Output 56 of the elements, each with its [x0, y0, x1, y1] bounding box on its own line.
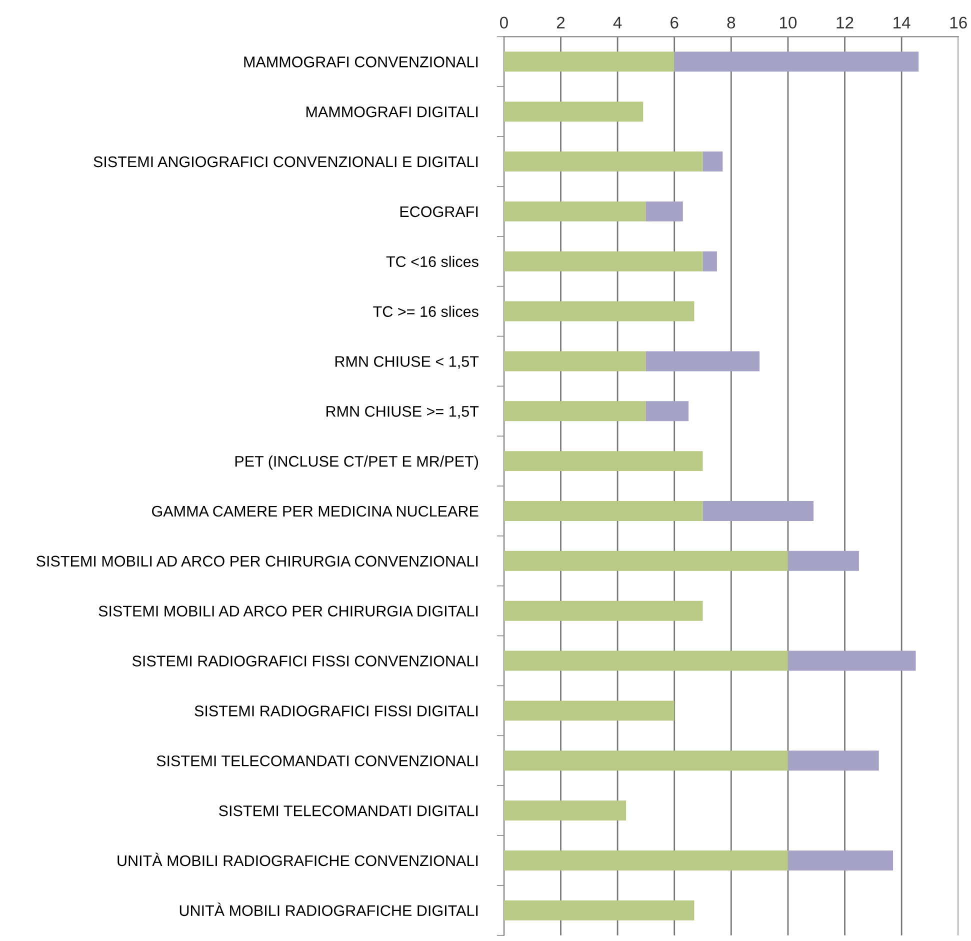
bar	[504, 650, 788, 671]
x-tick-label: 12	[836, 16, 854, 28]
bar	[788, 750, 879, 771]
y-tick-label: RMN CHIUSE >= 1,5T	[326, 406, 479, 419]
bar	[504, 700, 674, 721]
bar	[504, 251, 703, 272]
y-tick-label: MAMMOGRAFI DIGITALI	[306, 106, 478, 118]
bar	[504, 900, 694, 920]
y-tick-label: SISTEMI ANGIOGRAFICI CONVENZIONALI E DIGITALI	[94, 156, 478, 168]
bar	[504, 550, 788, 571]
bar	[504, 850, 788, 870]
x-tick-label: 6	[670, 16, 678, 29]
bar	[504, 401, 646, 422]
bar	[646, 401, 689, 422]
y-tick-label: ECOGRAFI	[400, 206, 478, 218]
bar	[646, 201, 683, 222]
bar	[504, 52, 674, 72]
bar	[504, 351, 646, 372]
x-tick-label: 2	[556, 16, 565, 28]
y-tick-label: SISTEMI RADIOGRAFICI FISSI CONVENZIONALI	[132, 656, 478, 666]
bar	[504, 102, 644, 122]
bar	[504, 600, 703, 621]
bar	[504, 501, 703, 521]
y-tick-label: TC >= 16 slices	[373, 306, 478, 317]
bar	[504, 301, 694, 322]
y-tick-label: MAMMOGRAFI CONVENZIONALI	[244, 56, 478, 68]
y-tick-label: SISTEMI MOBILI AD ARCO PER CHIRURGIA CONVENZIONALI	[36, 556, 478, 567]
bar	[504, 152, 703, 172]
x-tick-label: 10	[780, 16, 797, 29]
y-tick-label: SISTEMI TELECOMANDATI DIGITALI	[219, 805, 478, 816]
bar	[504, 750, 788, 771]
y-tick-label: GAMMA CAMERE PER MEDICINA NUCLEARE	[152, 506, 478, 517]
bar	[788, 550, 859, 571]
y-tick-label: SISTEMI RADIOGRAFICI FISSI DIGITALI	[194, 706, 478, 716]
bar	[702, 501, 814, 521]
y-tick-label: SISTEMI TELECOMANDATI CONVENZIONALI	[156, 755, 478, 766]
bar	[674, 52, 919, 72]
x-tick-label: 14	[894, 16, 910, 28]
x-tick-label: 0	[500, 16, 508, 29]
bar	[702, 251, 717, 272]
y-tick-label: UNITÀ MOBILI RADIOGRAFICHE CONVENZIONALI	[118, 852, 478, 866]
y-tick-label: UNITÀ MOBILI RADIOGRAFICHE DIGITALI	[180, 902, 478, 916]
x-tick-label: 16	[950, 16, 967, 29]
y-tick-label: PET (INCLUSE CT/PET E MR/PET)	[235, 456, 478, 470]
bar	[788, 650, 916, 671]
y-tick-label: TC <16 slices	[386, 256, 478, 268]
bar	[504, 451, 703, 472]
y-tick-label: RMN CHIUSE < 1,5T	[335, 356, 479, 369]
bar	[702, 152, 723, 172]
x-tick-label: 4	[613, 16, 622, 28]
x-tick-label: 8	[727, 16, 736, 29]
bar	[504, 800, 626, 821]
bar	[504, 201, 646, 222]
bar	[646, 351, 760, 372]
bar	[788, 850, 894, 870]
y-tick-label: SISTEMI MOBILI AD ARCO PER CHIRURGIA DIGITALI	[98, 606, 478, 617]
